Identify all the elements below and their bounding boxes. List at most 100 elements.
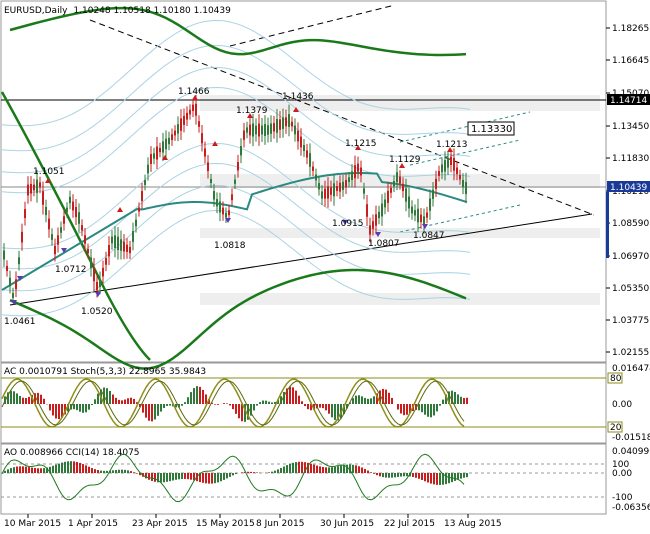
candle-body bbox=[72, 202, 74, 211]
ac-histogram-bar bbox=[202, 390, 204, 404]
price-tick-label: 1.05350 bbox=[612, 284, 649, 294]
ao-histogram-bar bbox=[16, 467, 18, 473]
candle-body bbox=[444, 160, 446, 172]
candle-body bbox=[162, 141, 164, 152]
ao-histogram-bar bbox=[439, 473, 441, 485]
ao-histogram-bar bbox=[352, 465, 354, 473]
ac-histogram-bar bbox=[97, 394, 99, 404]
ao-histogram-bar bbox=[220, 473, 222, 481]
ac-histogram-bar bbox=[235, 404, 237, 414]
label-1-1379: 1.1379 bbox=[236, 106, 268, 116]
candle-body bbox=[237, 162, 239, 170]
candle-body bbox=[408, 197, 410, 209]
ao-histogram-bar bbox=[430, 473, 432, 484]
ao-histogram-bar bbox=[73, 461, 75, 473]
candle-body bbox=[243, 131, 245, 140]
ac-histogram-bar bbox=[241, 404, 243, 421]
candle-body bbox=[123, 242, 125, 252]
candle-body bbox=[186, 113, 188, 120]
ac-histogram-bar bbox=[157, 404, 159, 416]
ao-histogram-bar bbox=[88, 467, 90, 473]
ao-histogram-bar bbox=[346, 465, 348, 473]
ao-histogram-bar bbox=[277, 469, 279, 473]
ac-histogram-bar bbox=[304, 404, 306, 406]
ao-histogram-bar bbox=[226, 473, 228, 478]
ac-histogram-bar bbox=[22, 398, 24, 404]
ao-histogram-bar bbox=[256, 472, 258, 473]
candle-body bbox=[264, 124, 266, 136]
ao-histogram-bar bbox=[418, 473, 420, 479]
ao-histogram-bar bbox=[295, 462, 297, 473]
ac-histogram-bar bbox=[16, 393, 18, 404]
candle-body bbox=[234, 180, 236, 184]
ao-histogram-bar bbox=[289, 464, 291, 473]
ac-histogram-bar bbox=[82, 404, 84, 413]
ao-histogram-bar bbox=[70, 461, 72, 473]
ao-histogram-bar bbox=[106, 471, 108, 473]
ao-histogram-bar bbox=[376, 473, 378, 475]
time-tick-label: 23 Apr 2015 bbox=[132, 519, 188, 529]
ao-histogram-bar bbox=[433, 473, 435, 484]
ao-histogram-bar bbox=[85, 465, 87, 473]
ac-tick-label: 0.00 bbox=[612, 400, 632, 410]
ac-histogram-bar bbox=[19, 396, 21, 404]
candle-body bbox=[351, 171, 353, 180]
candle-body bbox=[21, 232, 23, 243]
candle-body bbox=[177, 124, 179, 133]
ao-histogram-bar bbox=[103, 471, 105, 473]
label-1-0818: 1.0818 bbox=[214, 241, 246, 251]
ac-histogram-bar bbox=[130, 398, 132, 404]
ao-histogram-bar bbox=[343, 465, 345, 473]
ao-histogram-bar bbox=[448, 473, 450, 483]
ac-histogram-bar bbox=[466, 398, 468, 404]
candle-body bbox=[198, 121, 200, 127]
candle-body bbox=[144, 180, 146, 185]
candle-body bbox=[120, 239, 122, 250]
ao-histogram-bar bbox=[19, 466, 21, 473]
ac-histogram-bar bbox=[154, 404, 156, 419]
ac-histogram-bar bbox=[184, 402, 186, 404]
ac-histogram-bar bbox=[49, 404, 51, 410]
price-tick-label: 1.13450 bbox=[612, 122, 649, 132]
ao-histogram-bar bbox=[403, 473, 405, 476]
ao-histogram-bar bbox=[274, 471, 276, 473]
ao-histogram-bar bbox=[253, 472, 255, 473]
candle-body bbox=[240, 146, 242, 155]
ao-histogram-bar bbox=[4, 471, 6, 473]
ac-histogram-bar bbox=[361, 396, 363, 404]
ac-histogram-bar bbox=[232, 404, 234, 409]
ao-histogram-bar bbox=[175, 473, 177, 480]
boxed-price-text: 1.13330 bbox=[471, 124, 512, 135]
ac-histogram-bar bbox=[94, 399, 96, 404]
candle-body bbox=[51, 234, 53, 240]
ac-histogram-bar bbox=[262, 401, 264, 404]
ac-histogram-bar bbox=[319, 404, 321, 408]
ac-histogram-bar bbox=[76, 404, 78, 410]
ao-histogram-bar bbox=[214, 473, 216, 483]
label-1-0847: 1.0847 bbox=[413, 231, 445, 241]
candle-body bbox=[414, 210, 416, 215]
ao-histogram-bar bbox=[445, 473, 447, 484]
candle-body bbox=[288, 114, 290, 127]
ac-histogram-bar bbox=[223, 403, 225, 404]
grey-band bbox=[200, 228, 600, 238]
ac-tick-label: 20 bbox=[610, 423, 622, 433]
ac-histogram-bar bbox=[79, 404, 81, 412]
candle-body bbox=[318, 183, 320, 189]
ao-histogram-bar bbox=[235, 473, 237, 474]
ac-histogram-bar bbox=[430, 404, 432, 417]
ao-histogram-bar bbox=[319, 466, 321, 473]
ao-histogram-bar bbox=[37, 468, 39, 473]
candle-body bbox=[69, 197, 71, 203]
candle-body bbox=[354, 165, 356, 178]
ac-histogram-bar bbox=[331, 404, 333, 417]
candle-body bbox=[246, 127, 248, 132]
candle-body bbox=[312, 167, 314, 171]
ac-histogram-bar bbox=[373, 396, 375, 404]
ao-histogram-bar bbox=[190, 473, 192, 480]
time-tick-label: 13 Aug 2015 bbox=[444, 519, 502, 529]
